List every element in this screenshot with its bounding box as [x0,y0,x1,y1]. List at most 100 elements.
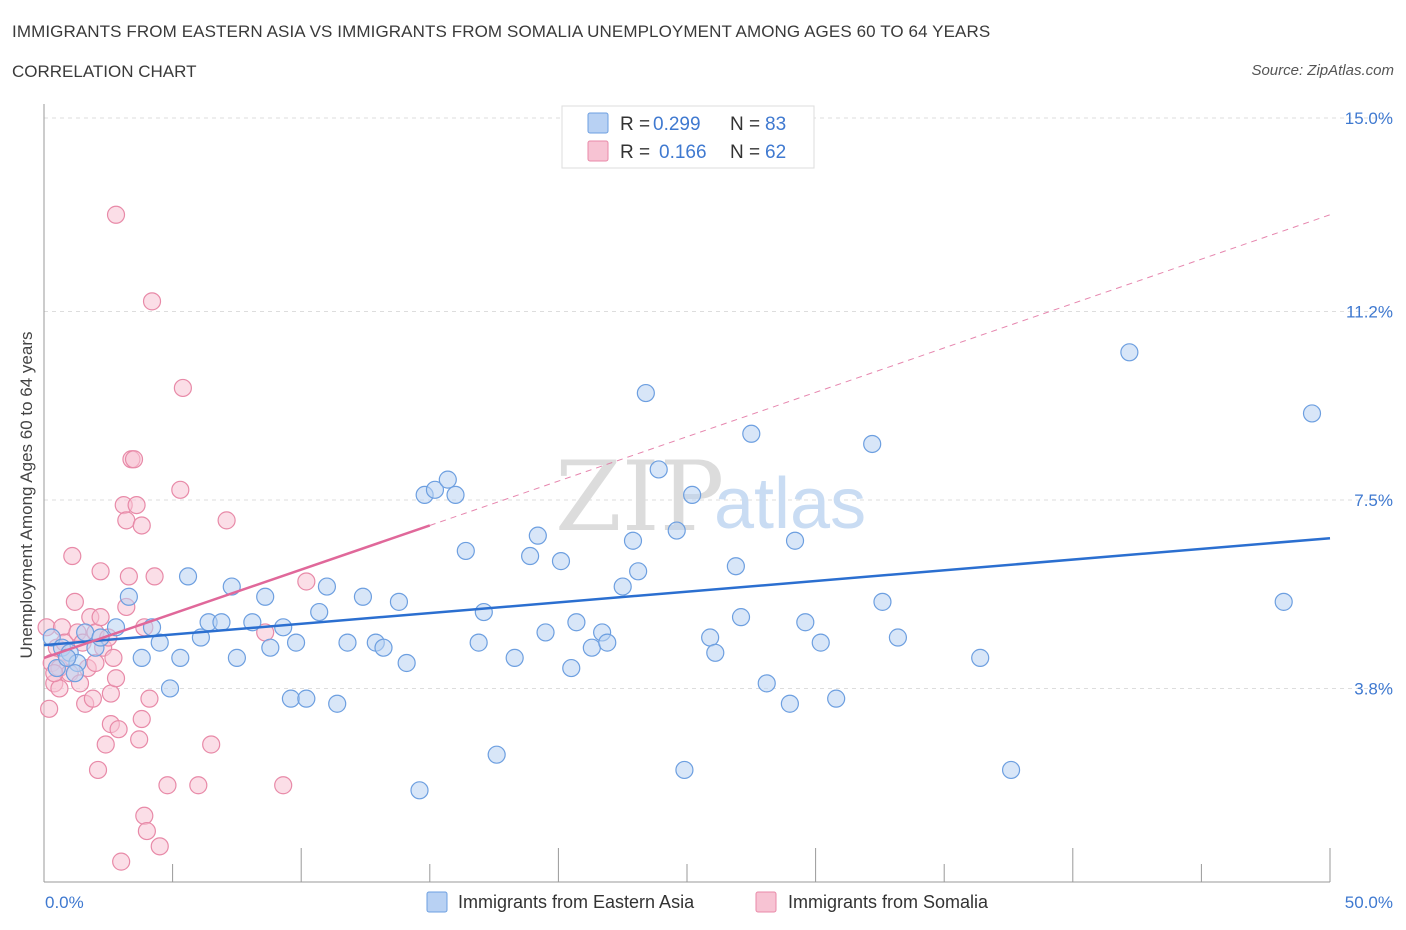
point-eastern-asia [598,633,617,652]
point-somalia [106,205,126,224]
legend-r-label: R = [620,114,650,135]
point-somalia [40,699,59,718]
point-eastern-asia [474,602,493,622]
point-somalia [119,567,138,586]
point-eastern-asia [785,531,805,550]
point-eastern-asia [119,587,138,606]
point-somalia [150,837,169,856]
point-eastern-asia [536,623,555,642]
bottom-legend-label-eastern-asia: Immigrants from Eastern Asia [458,892,695,912]
point-somalia [135,806,154,825]
trend-extension-somalia [429,214,1331,526]
point-somalia [189,776,208,795]
legend-r-value: 0.299 [653,114,701,135]
point-eastern-asia [811,633,830,652]
point-eastern-asia [1120,343,1139,362]
axes [43,104,1331,883]
point-eastern-asia [389,592,409,611]
point-somalia [130,730,149,749]
point-somalia [217,511,236,530]
point-eastern-asia [888,628,908,647]
point-somalia [83,689,102,708]
point-eastern-asia [863,434,882,454]
watermark: ZIP atlas [555,441,866,553]
chart-title: IMMIGRANTS FROM EASTERN ASIA VS IMMIGRAN… [12,22,991,41]
legend-n-value: 62 [765,142,786,163]
point-eastern-asia [623,531,643,550]
bottom-legend-swatch-blue [426,891,448,913]
y-tick-label: 3.8% [1354,679,1393,698]
point-somalia [142,292,162,311]
point-eastern-asia [317,577,337,596]
source-credit: Source: ZipAtlas.com [1251,62,1394,79]
point-eastern-asia [281,689,301,708]
legend-swatch-pink [587,140,609,162]
point-somalia [137,821,156,841]
point-eastern-asia [410,781,429,800]
point-somalia [50,679,69,698]
point-eastern-asia [757,674,776,693]
point-eastern-asia [521,546,540,566]
chart-subtitle: CORRELATION CHART [12,62,197,81]
point-eastern-asia [425,480,445,499]
legend-entry-eastern-asia: R = 0.299 N = 83 [587,112,786,135]
point-eastern-asia [827,689,846,708]
point-eastern-asia [796,613,815,632]
point-somalia [127,495,146,515]
point-eastern-asia [469,633,488,652]
bottom-legend: Immigrants from Eastern Asia Immigrants … [426,891,989,913]
point-somalia [109,720,128,739]
point-eastern-asia [446,485,465,505]
point-somalia [132,516,151,535]
point-somalia [86,653,105,673]
point-eastern-asia [731,608,751,627]
y-axis-label: Unemployment Among Ages 60 to 64 years [17,332,36,659]
point-eastern-asia [613,577,632,596]
point-eastern-asia [338,633,357,652]
point-eastern-asia [636,383,655,403]
x-tick-labels: 0.0% 50.0% [45,893,1393,912]
y-tick-label: 15.0% [1345,109,1393,128]
legend: R = 0.299 N = 83 R = 0.166 N = 62 [561,105,815,169]
point-eastern-asia [310,602,329,622]
bottom-legend-swatch-pink [755,891,777,913]
point-eastern-asia [397,653,416,673]
point-eastern-asia [971,648,990,667]
trend-lines [43,214,1331,660]
point-eastern-asia [562,658,581,678]
point-somalia [91,562,110,581]
point-somalia [202,735,221,754]
trend-line-somalia [43,524,431,660]
point-somalia [117,511,136,530]
point-eastern-asia [629,562,648,581]
point-somalia [65,592,84,611]
series-somalia [37,205,316,871]
point-eastern-asia [683,485,702,505]
point-eastern-asia [667,521,686,540]
point-eastern-asia [171,648,190,667]
point-eastern-asia [582,638,601,657]
series-eastern-asia [42,343,1322,800]
point-somalia [158,776,177,795]
point-eastern-asia [1274,592,1293,611]
point-eastern-asia [150,633,169,652]
point-somalia [173,378,192,398]
point-somalia [112,852,131,871]
point-eastern-asia [286,633,306,652]
point-eastern-asia [328,694,347,713]
point-eastern-asia [456,541,475,561]
point-eastern-asia [65,664,84,683]
legend-n-label: N = [730,142,760,163]
legend-r-label: R = [620,142,650,163]
point-eastern-asia [706,643,725,662]
grid-lines [44,117,1393,689]
point-eastern-asia [505,648,524,667]
point-eastern-asia [132,648,151,667]
point-eastern-asia [567,613,586,632]
point-eastern-asia [274,618,293,637]
point-somalia [88,760,108,780]
legend-n-value: 83 [765,114,786,135]
point-eastern-asia [551,552,571,571]
point-somalia [101,684,120,703]
point-somalia [63,546,82,566]
